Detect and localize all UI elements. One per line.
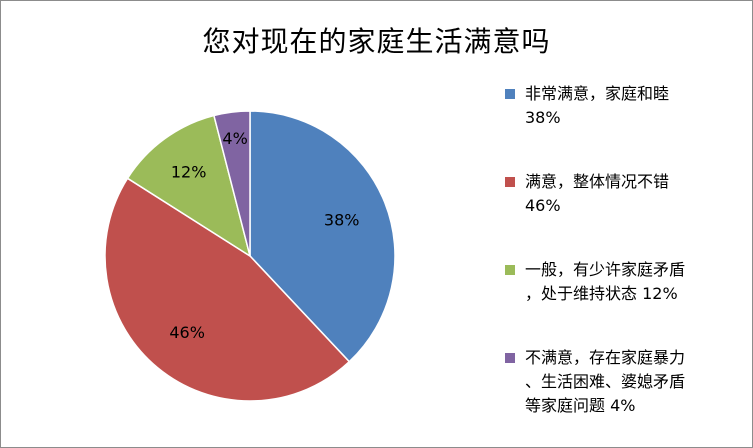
data-label-4: 4%: [222, 129, 247, 148]
legend-label: 一般，有少许家庭矛盾 ，处于维持状态 12%: [525, 260, 686, 303]
legend-label: 满意，整体情况不错 46%: [525, 172, 670, 215]
pie-slice-2: [104, 177, 351, 402]
chart-title: 您对现在的家庭生活满意吗: [202, 25, 551, 58]
legend-swatch: [505, 265, 515, 275]
data-label-1: 38%: [324, 211, 360, 230]
legend-swatch: [505, 89, 515, 99]
legend-label: 非常满意，家庭和睦 38%: [525, 84, 670, 127]
data-label-2: 46%: [169, 323, 205, 342]
pie-slice-1: [249, 110, 396, 363]
pie-slice-4: [213, 110, 251, 257]
legend-swatch: [505, 353, 515, 363]
legend-swatch: [505, 177, 515, 187]
legend-label: 不满意，存在家庭暴力 、生活困难、婆媳矛盾 等家庭问题 4%: [525, 348, 686, 415]
data-label-3: 12%: [171, 163, 207, 182]
pie-slice-3: [126, 114, 252, 258]
